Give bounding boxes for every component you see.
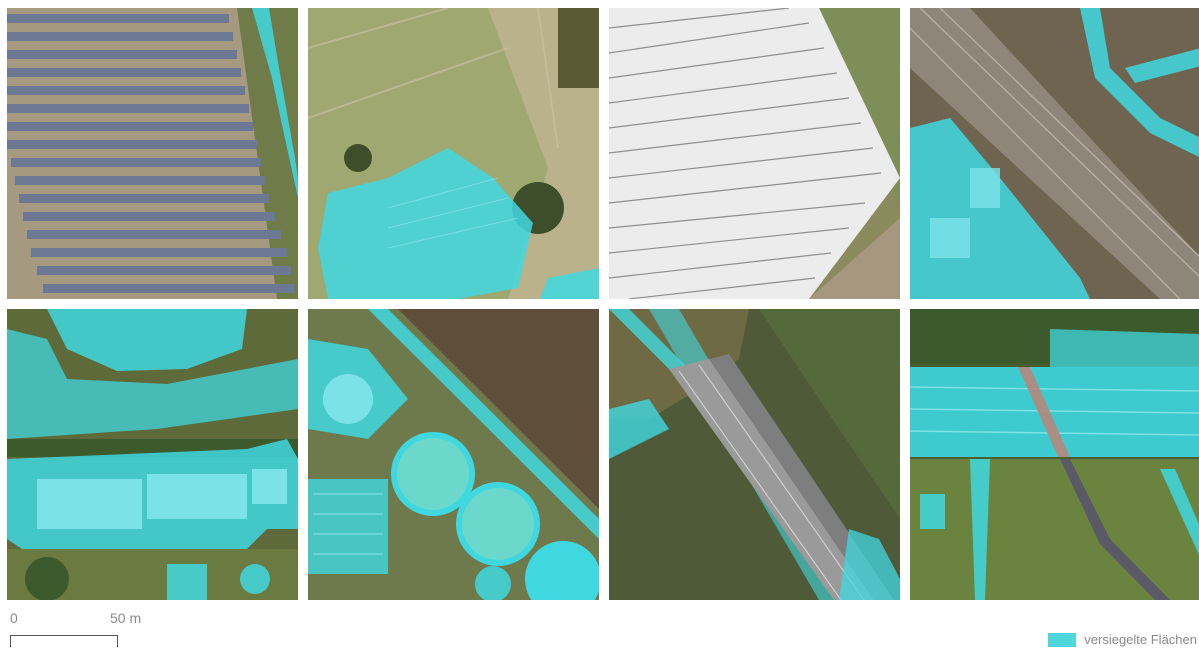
highway-image [910,309,1199,600]
legend-label: versiegelte Flächen [1084,632,1197,647]
tile-railway-commercial [910,8,1199,299]
tile-plastic-covered-field [609,8,900,299]
tile-highway [910,309,1199,600]
tile-swimming-pool [7,309,298,600]
solar-park-image [7,8,298,299]
plastic-covered-field-image [609,8,900,299]
sewage-plant-image [308,309,599,600]
scale-max-label: 50 m [110,610,142,626]
swimming-pool-image [7,309,298,600]
scale-min-label: 0 [10,610,18,626]
tile-sewage-plant [308,309,599,600]
greenhouse-field-image [308,8,599,299]
legend-swatch [1048,632,1077,647]
tile-solar-park [7,8,298,299]
river-bridge-image [609,309,900,600]
railway-commercial-image [910,8,1199,299]
aerial-image-grid [7,8,1199,600]
tile-river-bridge [609,309,900,600]
tile-greenhouse-field [308,8,599,299]
scale-bar [10,635,118,647]
legend: versiegelte Flächen [1048,632,1197,647]
